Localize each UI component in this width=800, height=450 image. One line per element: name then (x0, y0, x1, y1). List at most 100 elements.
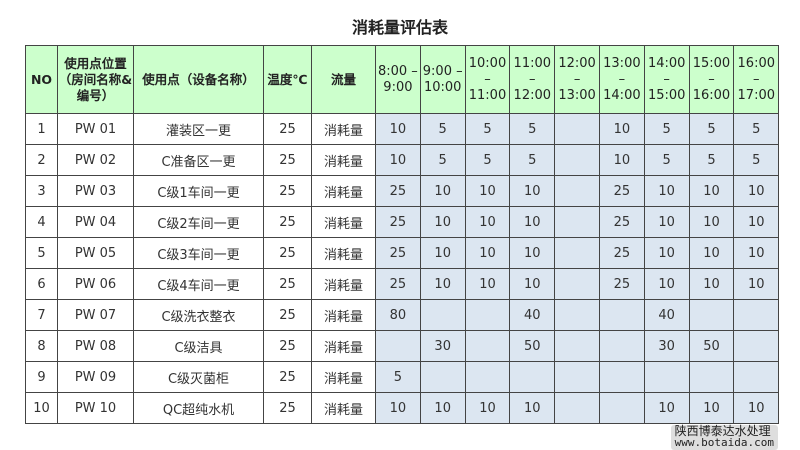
cell-value: 10 (733, 206, 780, 238)
cell-name: C级2车间一更 (133, 206, 264, 238)
cell-value: 10 (419, 237, 466, 269)
cell-value (643, 361, 690, 393)
cell-value: 10 (733, 237, 780, 269)
cell-temp: 25 (263, 113, 312, 145)
cell-value: 10 (733, 175, 780, 207)
watermark: 陕西博泰达水处理 www.botaida.com (670, 425, 778, 450)
cell-loc: PW 07 (57, 299, 134, 331)
cell-value: 25 (375, 237, 421, 269)
cell-value (733, 361, 780, 393)
cell-flow: 消耗量 (311, 237, 376, 269)
cell-no: 9 (25, 361, 58, 393)
cell-value: 10 (643, 392, 690, 424)
table-row: 4 PW 04 C级2车间一更 25 消耗量 25 10 10 10 25 10 10 10 (25, 206, 780, 238)
header-device: 使用点（设备名称） (133, 45, 264, 114)
cell-value: 30 (419, 330, 466, 362)
cell-value (554, 299, 600, 331)
cell-value: 10 (509, 175, 556, 207)
cell-value: 10 (643, 268, 690, 300)
cell-value: 25 (375, 206, 421, 238)
cell-value (554, 206, 600, 238)
cell-value: 10 (733, 268, 780, 300)
cell-temp: 25 (263, 392, 312, 424)
cell-value: 10 (688, 237, 735, 269)
cell-loc: PW 09 (57, 361, 134, 393)
cell-value (598, 330, 645, 362)
cell-value: 10 (733, 392, 780, 424)
cell-value: 10 (509, 392, 556, 424)
cell-name: C级灭菌柜 (133, 361, 264, 393)
header-time-slot: 12:00 – 13:00 (554, 45, 600, 114)
header-no: NO (25, 45, 58, 114)
cell-value (554, 144, 600, 176)
cell-name: C级1车间一更 (133, 175, 264, 207)
cell-value (554, 268, 600, 300)
cell-value: 5 (509, 113, 556, 145)
cell-value: 10 (688, 175, 735, 207)
cell-no: 8 (25, 330, 58, 362)
table-row: 2 PW 02 C准备区一更 25 消耗量 10 5 5 5 10 5 5 5 (25, 144, 780, 176)
cell-value: 10 (464, 206, 511, 238)
cell-value (464, 330, 511, 362)
cell-value (554, 330, 600, 362)
cell-value: 5 (688, 144, 735, 176)
cell-flow: 消耗量 (311, 361, 376, 393)
cell-value: 10 (643, 237, 690, 269)
cell-no: 6 (25, 268, 58, 300)
cell-value: 10 (419, 206, 466, 238)
cell-value: 10 (375, 392, 421, 424)
cell-value: 10 (598, 113, 645, 145)
cell-value: 10 (419, 268, 466, 300)
header-time-slot: 14:00 – 15:00 (643, 45, 690, 114)
cell-value (733, 299, 780, 331)
cell-value: 10 (509, 268, 556, 300)
cell-no: 2 (25, 144, 58, 176)
cell-value (598, 361, 645, 393)
header-time-slot: 16:00 – 17:00 (733, 45, 780, 114)
cell-value: 5 (464, 144, 511, 176)
cell-name: C准备区一更 (133, 144, 264, 176)
cell-value: 5 (419, 144, 466, 176)
cell-name: C级洗衣整衣 (133, 299, 264, 331)
cell-flow: 消耗量 (311, 113, 376, 145)
table-row: 5 PW 05 C级3车间一更 25 消耗量 25 10 10 10 25 10 10 10 (25, 237, 780, 269)
cell-value: 25 (375, 175, 421, 207)
cell-loc: PW 04 (57, 206, 134, 238)
cell-loc: PW 10 (57, 392, 134, 424)
table-row: 6 PW 06 C级4车间一更 25 消耗量 25 10 10 10 25 10 10 10 (25, 268, 780, 300)
cell-value (688, 361, 735, 393)
cell-value: 10 (643, 206, 690, 238)
cell-value: 10 (598, 144, 645, 176)
cell-value (509, 361, 556, 393)
cell-temp: 25 (263, 268, 312, 300)
cell-value: 5 (643, 144, 690, 176)
cell-value: 50 (509, 330, 556, 362)
cell-value (375, 330, 421, 362)
cell-value: 10 (375, 144, 421, 176)
cell-name: C级4车间一更 (133, 268, 264, 300)
cell-value: 80 (375, 299, 421, 331)
cell-no: 1 (25, 113, 58, 145)
table-row: 10 PW 10 QC超纯水机 25 消耗量 10 10 10 10 10 10 10 (25, 392, 780, 424)
cell-value: 25 (598, 206, 645, 238)
cell-value (464, 361, 511, 393)
cell-value: 10 (464, 268, 511, 300)
cell-value: 5 (464, 113, 511, 145)
cell-value: 5 (643, 113, 690, 145)
cell-flow: 消耗量 (311, 206, 376, 238)
table-row: 1 PW 01 灌装区一更 25 消耗量 10 5 5 5 10 5 5 5 (25, 113, 780, 145)
cell-value (419, 299, 466, 331)
header-time-slot: 13:00 – 14:00 (598, 45, 645, 114)
cell-value (688, 299, 735, 331)
table-row: 3 PW 03 C级1车间一更 25 消耗量 25 10 10 10 25 10 10 10 (25, 175, 780, 207)
cell-value: 50 (688, 330, 735, 362)
cell-loc: PW 06 (57, 268, 134, 300)
header-time-slot: 10:00 – 11:00 (464, 45, 511, 114)
cell-value: 10 (688, 268, 735, 300)
cell-loc: PW 08 (57, 330, 134, 362)
cell-no: 7 (25, 299, 58, 331)
cell-value: 5 (733, 144, 780, 176)
cell-loc: PW 05 (57, 237, 134, 269)
header-location: 使用点位置（房间名称&编号） (57, 45, 134, 114)
cell-value (554, 113, 600, 145)
